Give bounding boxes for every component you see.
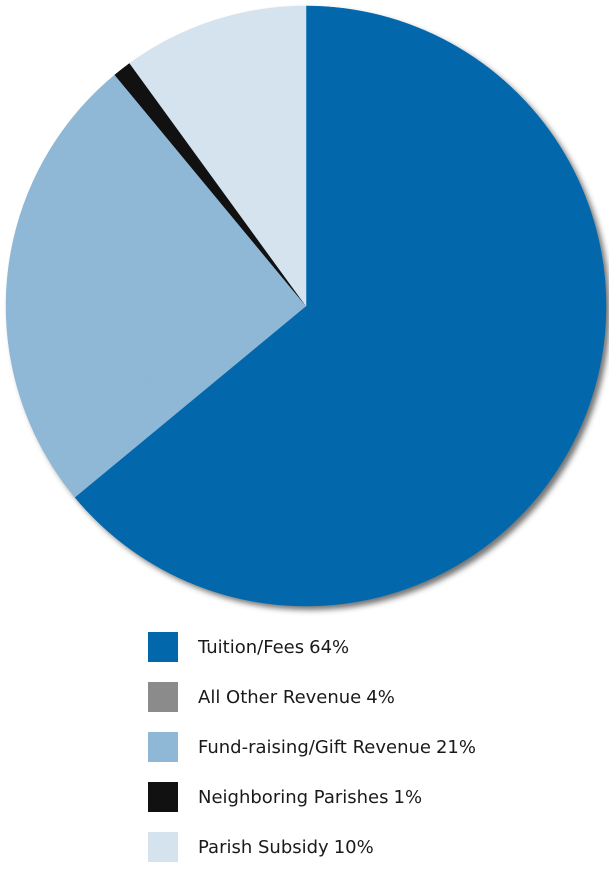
legend-label: Neighboring Parishes [198,786,389,808]
pie-slice-parish-subsidy [129,5,307,307]
legend-label: Tuition/Fees [198,636,305,658]
pie-slice-fund-raising-gift-revenue [5,74,307,435]
legend-label: All Other Revenue [198,686,362,708]
legend-value: 64% [309,636,350,658]
legend: Tuition/Fees 64% All Other Revenue 4% Fund-r… [148,622,598,872]
legend-item-neighboring-parishes: Neighboring Parishes 1% [148,772,598,822]
legend-swatch [148,632,178,662]
legend-value: 10% [333,836,374,858]
legend-value: 21% [435,736,476,758]
legend-value: 4% [366,686,395,708]
legend-item-all-other-revenue: All Other Revenue 4% [148,672,598,722]
legend-swatch [148,832,178,862]
legend-item-fund-raising-gift-revenue: Fund-raising/Gift Revenue 21% [148,722,598,772]
legend-swatch [148,682,178,712]
legend-label: Fund-raising/Gift Revenue [198,736,431,758]
pie-slice-tuition-fees [74,5,607,607]
legend-swatch [148,732,178,762]
legend-label: Parish Subsidy [198,836,329,858]
pie-slices [5,5,607,607]
legend-item-parish-subsidy: Parish Subsidy 10% [148,822,598,872]
legend-swatch [148,782,178,812]
legend-item-tuition-fees: Tuition/Fees 64% [148,622,598,672]
pie-chart [5,5,609,610]
legend-value: 1% [393,786,423,808]
